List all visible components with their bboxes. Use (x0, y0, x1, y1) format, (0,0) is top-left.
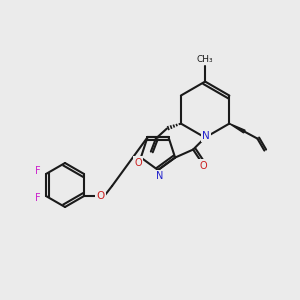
Polygon shape (230, 124, 245, 133)
Text: F: F (35, 193, 41, 203)
Text: F: F (35, 166, 41, 176)
Text: N: N (202, 130, 210, 141)
Text: O: O (199, 160, 207, 171)
Text: O: O (134, 158, 142, 168)
Text: O: O (96, 191, 104, 201)
Text: N: N (156, 171, 164, 181)
Text: CH₃: CH₃ (197, 55, 213, 64)
